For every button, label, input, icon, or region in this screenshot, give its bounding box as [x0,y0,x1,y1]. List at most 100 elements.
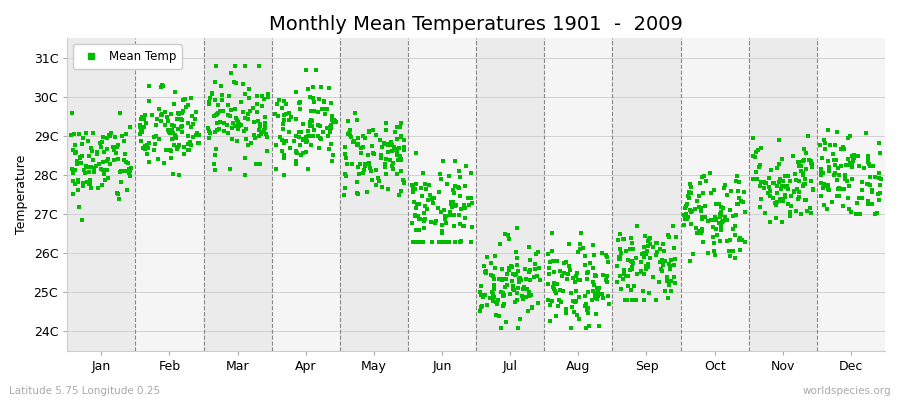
Point [447,238,462,245]
Point [554,299,568,306]
Point [708,252,723,258]
Point [282,129,296,135]
Point [749,168,763,175]
Point [717,213,732,220]
Point [754,178,769,185]
Point [448,203,463,209]
Point [116,156,130,163]
Point [787,188,801,195]
Point [79,130,94,136]
Point [177,144,192,150]
Point [476,294,491,300]
Point [343,132,357,138]
Point [543,318,557,324]
Point [624,266,638,273]
Point [578,262,592,268]
Point [704,190,718,196]
Point [562,263,576,270]
Point [355,144,369,151]
Point [655,241,670,247]
Point [319,110,333,117]
Point [529,251,544,258]
Point [656,262,670,268]
Point [728,255,742,262]
Point [653,245,668,252]
Point [423,191,437,198]
Point [248,118,262,125]
Point [637,297,652,303]
Point [513,275,527,282]
Point [289,149,303,155]
Point [176,108,191,114]
Point [433,171,447,178]
Point [544,248,559,254]
Point [730,173,744,180]
Point [158,108,173,115]
Point [228,123,242,129]
Point [309,66,323,73]
Point [661,274,675,280]
Point [767,179,781,186]
Point [260,134,274,140]
Point [224,69,238,76]
Point [75,217,89,224]
Point [107,157,122,164]
Point [541,281,555,288]
Point [775,196,789,202]
Point [873,182,887,188]
Point [590,293,605,300]
Point [515,293,529,299]
Point [479,270,493,276]
Point [104,130,119,137]
Point [406,238,420,245]
Point [694,230,708,236]
Point [101,156,115,162]
Point [509,297,524,304]
Point [667,245,681,252]
Point [373,178,387,184]
Point [531,265,545,272]
Point [68,150,82,156]
Point [302,94,317,100]
Point [635,288,650,294]
Point [119,159,133,166]
Point [873,150,887,157]
Point [746,175,760,182]
Point [712,220,726,226]
Point [430,204,445,211]
Point [229,79,243,86]
Point [544,297,559,304]
Point [491,276,506,282]
Point [425,196,439,202]
Point [490,300,504,307]
Point [668,280,682,286]
Point [720,238,734,244]
Point [166,122,180,129]
Point [374,155,388,161]
Point [111,142,125,148]
Point [416,238,430,245]
Point [678,216,692,222]
Point [66,178,80,184]
Point [649,297,663,303]
Point [111,141,125,148]
Point [641,243,655,249]
Point [860,199,875,205]
Point [231,123,246,130]
Point [329,118,344,125]
Bar [272,38,340,351]
Point [677,222,691,228]
Point [714,227,728,233]
Point [556,288,571,294]
Point [747,154,761,160]
Point [474,283,489,290]
Point [804,158,818,164]
Point [541,251,555,257]
Point [155,111,169,118]
Point [814,166,829,172]
Point [427,194,441,201]
Point [238,91,253,97]
Point [314,136,328,143]
Point [523,276,537,283]
Point [84,184,98,191]
